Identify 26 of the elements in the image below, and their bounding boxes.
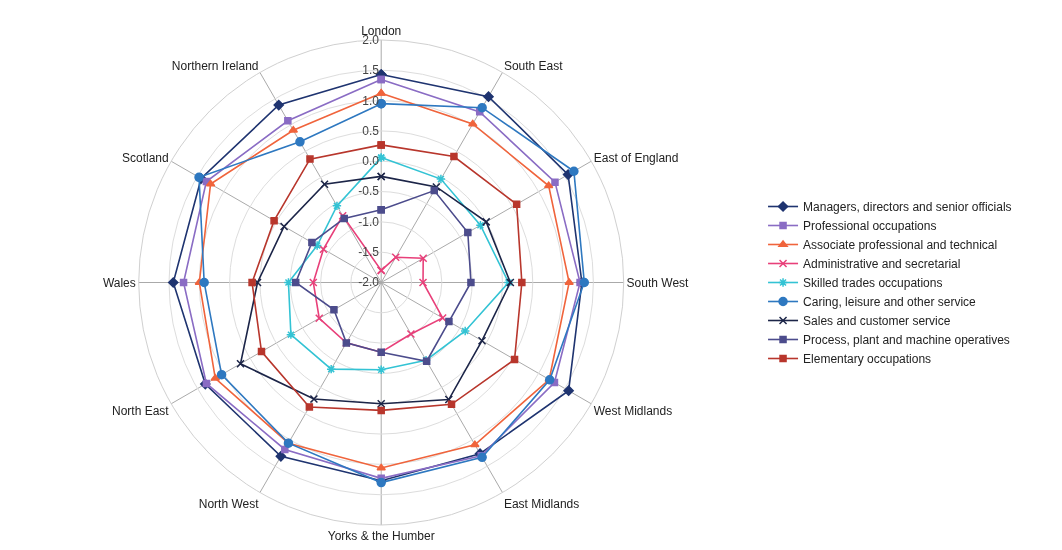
- spoke-label: South West: [626, 275, 690, 290]
- spoke-label: Scotland: [121, 151, 169, 166]
- y-tick-label: 0.5: [362, 123, 380, 138]
- spoke-label: Yorks & the Humber: [327, 528, 435, 543]
- legend-label: Associate professional and technical: [803, 238, 998, 253]
- legend-label: Managers, directors and senior officials: [803, 200, 1012, 215]
- spoke-label: East Midlands: [503, 496, 580, 511]
- legend-label: Skilled trades occupations: [803, 276, 943, 291]
- y-tick-label: -2.0: [358, 275, 380, 290]
- y-tick-label: 1.5: [362, 63, 380, 78]
- legend-label: Process, plant and machine operatives: [803, 333, 1010, 348]
- spoke-label: Northern Ireland: [171, 59, 259, 73]
- spoke-label: South East: [503, 59, 564, 73]
- spoke-label: Wales: [102, 275, 136, 290]
- legend-label: Sales and customer service: [803, 314, 951, 329]
- spoke-label: West Midlands: [593, 403, 673, 418]
- spoke-label: East of England: [593, 151, 679, 166]
- legend-label: Caring, leisure and other service: [803, 295, 977, 310]
- y-tick-label: -1.0: [358, 214, 380, 229]
- y-tick-label: -0.5: [358, 184, 380, 199]
- y-tick-label: 0.0: [362, 154, 380, 169]
- legend-label: Professional occupations: [803, 219, 937, 234]
- legend-label: Elementary occupations: [803, 352, 932, 367]
- spoke-label: North East: [111, 403, 170, 418]
- legend-label: Administrative and secretarial: [803, 257, 961, 272]
- spoke-label: North West: [198, 496, 260, 511]
